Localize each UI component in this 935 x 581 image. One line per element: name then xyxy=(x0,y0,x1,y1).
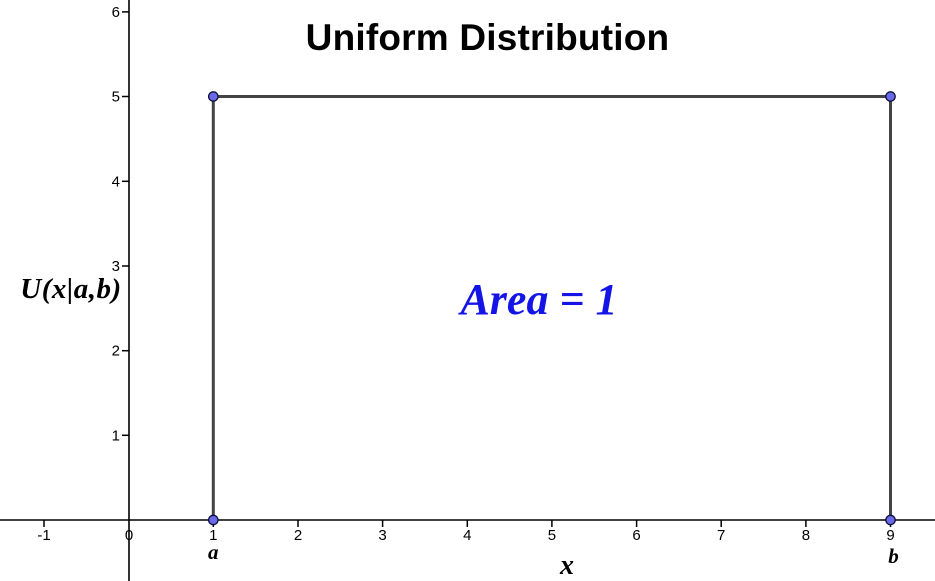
svg-text:3: 3 xyxy=(378,527,386,544)
svg-text:x: x xyxy=(559,550,574,581)
svg-text:2: 2 xyxy=(112,343,120,360)
svg-text:0: 0 xyxy=(125,527,133,544)
svg-text:U(x|a,b): U(x|a,b) xyxy=(20,273,121,305)
svg-text:7: 7 xyxy=(717,527,725,544)
svg-text:6: 6 xyxy=(112,4,120,21)
svg-text:2: 2 xyxy=(294,527,302,544)
svg-text:Area = 1: Area = 1 xyxy=(457,275,617,324)
svg-text:6: 6 xyxy=(632,527,640,544)
svg-text:9: 9 xyxy=(886,527,894,544)
svg-text:a: a xyxy=(208,540,219,564)
svg-text:b: b xyxy=(888,544,899,568)
svg-text:5: 5 xyxy=(548,527,556,544)
svg-text:4: 4 xyxy=(112,173,120,190)
svg-text:-1: -1 xyxy=(37,527,50,544)
svg-text:4: 4 xyxy=(463,527,471,544)
svg-text:1: 1 xyxy=(112,427,120,444)
svg-text:8: 8 xyxy=(802,527,810,544)
svg-text:5: 5 xyxy=(112,89,120,106)
